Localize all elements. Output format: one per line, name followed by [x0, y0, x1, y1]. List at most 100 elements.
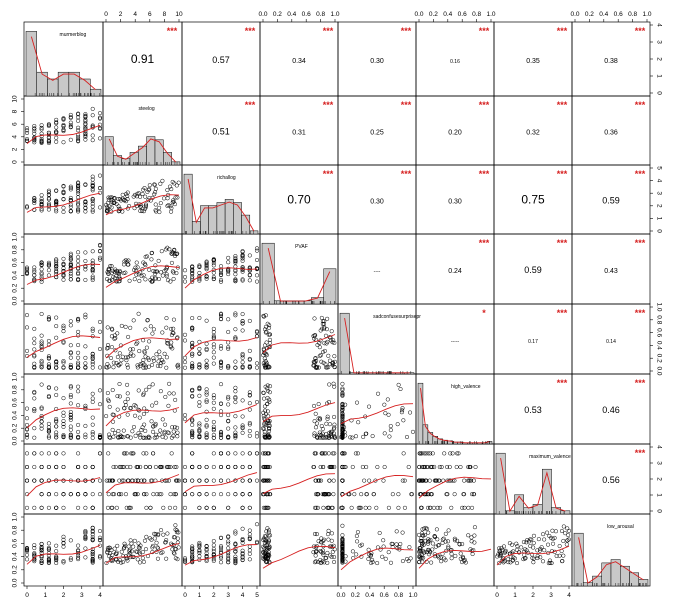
scatter-point [24, 204, 30, 209]
scatter-point [39, 406, 44, 411]
scatter-point [247, 548, 252, 553]
variable-label: high_valence [451, 384, 481, 390]
scatter-point [233, 414, 238, 419]
scatter-point [122, 406, 127, 411]
scatter-point [342, 464, 347, 470]
scatter-point [32, 551, 37, 556]
scatter-point [261, 536, 267, 541]
scatter-point [68, 204, 73, 209]
significance-stars: *** [635, 308, 646, 318]
scatter-point [340, 432, 345, 437]
scatter-point [265, 395, 270, 400]
scatter-point [126, 258, 131, 263]
significance-stars: *** [479, 169, 490, 179]
scatter-point [125, 396, 130, 402]
histogram-bar [224, 199, 234, 235]
scatter-point [190, 276, 195, 281]
scatter-point [32, 265, 37, 270]
scatter-point [325, 416, 330, 421]
scatter-point [105, 276, 110, 282]
scatter-point [90, 354, 95, 359]
scatter-point [233, 554, 238, 559]
scatter-point [390, 541, 395, 546]
smooth-fit-line [184, 337, 258, 357]
scatter-point [54, 199, 59, 204]
scatter-point [387, 434, 392, 439]
scatter-point [105, 397, 111, 402]
scatter-point [76, 422, 81, 427]
scatter-point [330, 362, 335, 368]
scatter-point [139, 209, 144, 214]
scatter-point [46, 317, 51, 322]
scatter-point [158, 364, 163, 369]
scatter-point [233, 492, 238, 497]
scatter-point [113, 348, 118, 353]
scatter-point [125, 464, 130, 470]
scatter-point [90, 535, 95, 540]
scatter-point [315, 342, 320, 348]
scatter-point [90, 391, 95, 396]
scatter-point [472, 540, 477, 545]
scatter-point [68, 434, 73, 439]
scatter-point [544, 530, 550, 535]
scatter-point [226, 478, 231, 483]
scatter-point [417, 464, 422, 470]
scatter-point [353, 451, 358, 456]
scatter-point [247, 528, 252, 533]
scatter-point [128, 353, 133, 358]
scatter-point [54, 543, 59, 548]
scatter-point [159, 360, 164, 365]
scatter-point [172, 425, 177, 430]
axis-tick-label: 0.6 [655, 328, 662, 337]
scatter-point [32, 198, 37, 204]
scatter-point [190, 365, 195, 370]
scatter-point [83, 131, 88, 136]
scatter-point [264, 329, 269, 334]
scatter-point [262, 404, 268, 409]
scatter-point [262, 356, 267, 361]
scatter-point [233, 365, 238, 370]
scatter-point [174, 271, 179, 276]
scatter-point [90, 208, 95, 213]
scatter-point [76, 365, 81, 370]
scatter-point [46, 434, 51, 439]
scatter-point [39, 123, 44, 128]
scatter-point [326, 537, 331, 542]
scatter-point [32, 545, 37, 551]
scatter-point [141, 365, 146, 370]
scatter-point [240, 426, 245, 431]
smooth-fit-line [262, 473, 336, 495]
scatter-point [340, 539, 345, 544]
axis-tick-label: 0 [655, 91, 662, 95]
scatter-point [149, 257, 154, 262]
scatter-point [355, 530, 360, 535]
scatter-point [495, 554, 500, 559]
scatter-point [24, 406, 30, 411]
significance-stars: *** [323, 100, 334, 110]
correlation-value: 0.20 [448, 130, 462, 137]
scatter-point [402, 505, 407, 510]
scatter-point [54, 362, 59, 367]
scatter-point [447, 464, 452, 470]
scatter-point [121, 478, 126, 483]
scatter-point [197, 277, 202, 282]
scatter-point [240, 351, 245, 357]
scatter-point [76, 316, 81, 321]
scatter-point [76, 125, 81, 130]
scatter-point [358, 505, 363, 510]
scatter-point [125, 193, 130, 198]
scatter-point [417, 553, 422, 558]
scatter-point [233, 259, 238, 264]
scatter-point [164, 355, 169, 360]
scatter-point [375, 464, 380, 470]
scatter-point [151, 492, 156, 497]
scatter-point [32, 435, 37, 440]
scatter-point [131, 424, 136, 430]
scatter-point [530, 552, 535, 557]
scatter-point [133, 433, 138, 438]
scatter-point [469, 548, 475, 553]
scatter-point [164, 274, 169, 279]
scatter-point [61, 323, 66, 328]
scatter-point [24, 422, 30, 427]
significance-stars: *** [323, 169, 334, 179]
